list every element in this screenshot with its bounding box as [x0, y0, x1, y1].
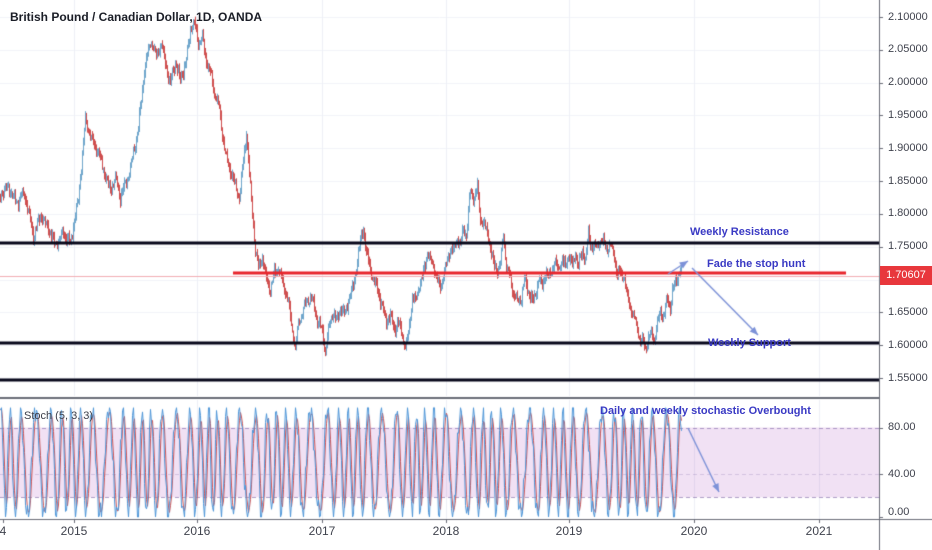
chart-canvas[interactable]: [0, 0, 932, 550]
trading-chart-window: British Pound / Canadian Dollar, 1D, OAN…: [0, 0, 932, 550]
